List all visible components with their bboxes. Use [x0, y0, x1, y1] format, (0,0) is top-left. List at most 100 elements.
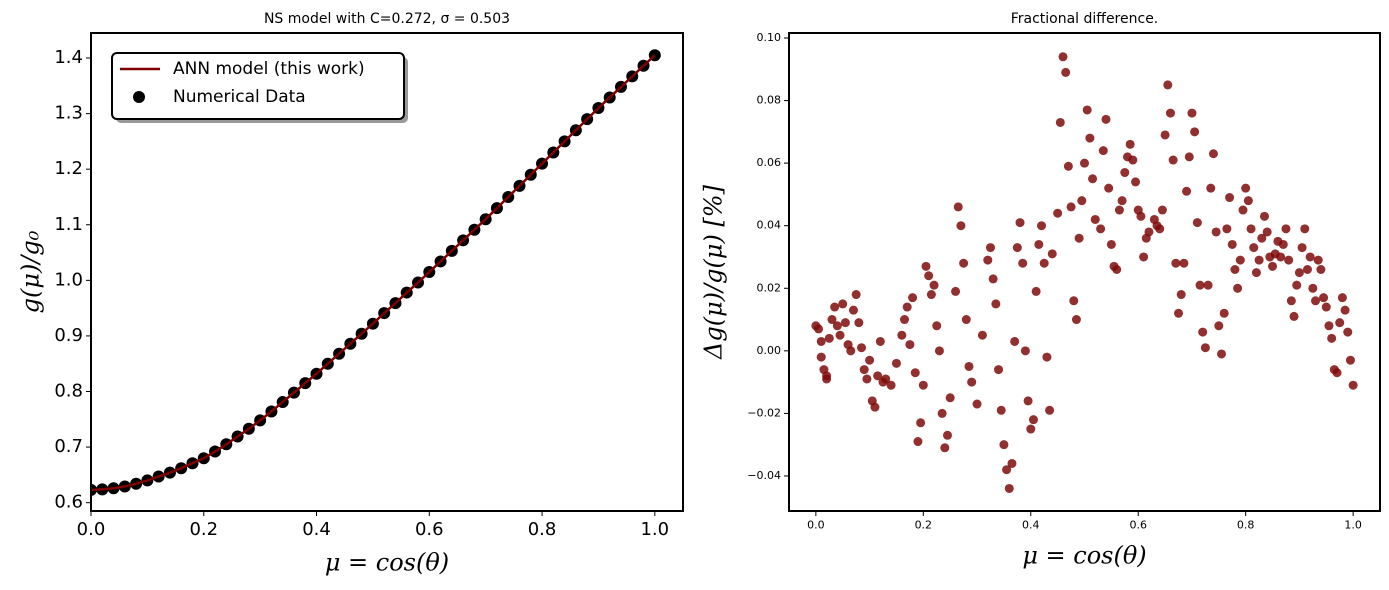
- data-point: [1063, 161, 1073, 171]
- x-tick-label: 0.0: [77, 519, 106, 540]
- data-point: [1198, 327, 1208, 337]
- data-point: [1160, 130, 1170, 140]
- data-point: [1096, 224, 1106, 234]
- data-point: [1241, 183, 1251, 193]
- data-point: [897, 330, 907, 340]
- data-point: [1101, 114, 1111, 124]
- data-point: [910, 368, 920, 378]
- data-point: [1168, 155, 1178, 165]
- data-point: [1182, 186, 1192, 196]
- data-point: [827, 315, 837, 325]
- data-point: [1308, 283, 1318, 293]
- data-point: [857, 343, 867, 353]
- y-axis-label: Δg(μ)/g(μ) [%]: [700, 184, 728, 360]
- data-point: [1259, 211, 1269, 221]
- data-point: [1004, 483, 1014, 493]
- data-point: [1104, 183, 1114, 193]
- x-tick-label: 1.0: [1344, 519, 1362, 532]
- data-point: [822, 371, 832, 381]
- data-point: [908, 293, 918, 303]
- data-point: [991, 299, 1001, 309]
- data-point: [1058, 52, 1068, 62]
- data-point: [1155, 224, 1165, 234]
- data-point: [985, 243, 995, 253]
- y-tick-label: 0.02: [757, 281, 782, 294]
- data-point: [1289, 311, 1299, 321]
- data-point: [886, 380, 896, 390]
- x-tick-label: 0.0: [807, 519, 825, 532]
- y-tick-label: 1.3: [54, 103, 83, 124]
- data-point: [881, 374, 891, 384]
- data-point: [862, 374, 872, 384]
- data-point: [929, 280, 939, 290]
- data-point: [1128, 155, 1138, 165]
- data-point: [1302, 264, 1312, 274]
- data-point: [830, 302, 840, 312]
- data-point: [1192, 218, 1202, 228]
- x-axis-label: μ = cos(θ): [325, 549, 449, 577]
- plot-area: [811, 52, 1358, 493]
- y-tick-label: 1.0: [54, 269, 83, 290]
- x-tick-label: 0.8: [1237, 519, 1255, 532]
- x-tick-label: 0.4: [1022, 519, 1040, 532]
- data-point: [891, 358, 901, 368]
- data-point: [1305, 252, 1315, 262]
- data-point: [999, 440, 1009, 450]
- data-point: [1251, 268, 1261, 278]
- x-axis-label: μ = cos(θ): [1022, 542, 1146, 570]
- data-point: [1042, 352, 1052, 362]
- data-point: [840, 318, 850, 328]
- data-point: [994, 365, 1004, 375]
- data-point: [1034, 239, 1044, 249]
- data-point: [1284, 255, 1294, 265]
- data-point: [905, 340, 915, 350]
- y-tick-label: 1.4: [54, 47, 83, 68]
- data-point: [902, 302, 912, 312]
- data-point: [972, 399, 982, 409]
- data-point: [942, 430, 952, 440]
- data-point: [1023, 396, 1033, 406]
- data-point: [964, 361, 974, 371]
- data-point: [1055, 117, 1065, 127]
- data-point: [916, 418, 926, 428]
- data-point: [1335, 318, 1345, 328]
- data-point: [1157, 205, 1167, 215]
- data-point: [1015, 218, 1025, 228]
- data-point: [814, 324, 824, 334]
- data-point: [1010, 336, 1020, 346]
- axes-frame: [788, 32, 1381, 512]
- data-point: [832, 321, 842, 331]
- data-point: [1324, 321, 1334, 331]
- data-point: [1286, 296, 1296, 306]
- data-point: [967, 377, 977, 387]
- data-point: [1080, 158, 1089, 168]
- data-point: [1039, 258, 1049, 268]
- data-point: [1187, 108, 1197, 118]
- data-point: [1179, 258, 1189, 268]
- data-point: [1165, 108, 1175, 118]
- y-tick-label: 1.1: [54, 214, 83, 235]
- x-tick-label: 0.6: [415, 519, 444, 540]
- y-tick-label: 0.04: [757, 219, 782, 232]
- data-point: [1114, 205, 1124, 215]
- data-point: [988, 274, 998, 284]
- data-point: [1254, 255, 1264, 265]
- data-point: [816, 336, 826, 346]
- data-point: [1225, 193, 1235, 203]
- data-point: [1249, 243, 1259, 253]
- data-point: [959, 258, 969, 268]
- data-point: [1222, 224, 1232, 234]
- y-tick-label: 0.00: [757, 344, 782, 357]
- data-point: [1340, 305, 1350, 315]
- data-point: [1112, 264, 1122, 274]
- data-point: [1012, 243, 1022, 253]
- data-point: [1028, 415, 1038, 425]
- data-point: [1066, 202, 1076, 212]
- data-point: [1176, 290, 1186, 300]
- data-point: [1337, 293, 1347, 303]
- data-point: [851, 290, 861, 300]
- data-point: [848, 305, 858, 315]
- y-axis-label: g(μ)/g₀: [17, 230, 45, 313]
- data-point: [1268, 261, 1278, 271]
- data-point: [1208, 149, 1218, 159]
